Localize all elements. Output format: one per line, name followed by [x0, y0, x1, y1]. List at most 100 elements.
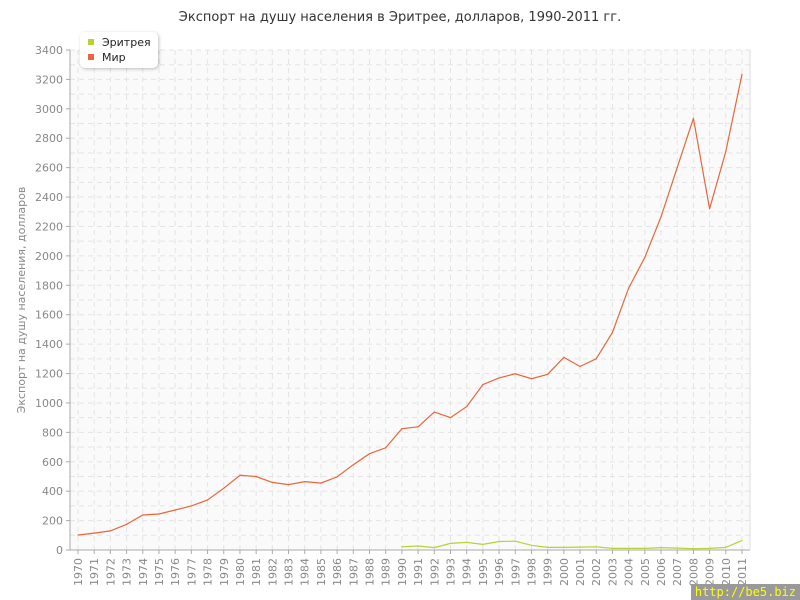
data-point	[644, 256, 646, 258]
y-tick-label: 400	[42, 485, 63, 498]
data-point	[336, 476, 338, 478]
x-tick-label: 1971	[88, 558, 101, 586]
x-tick-label: 1979	[218, 558, 231, 586]
legend-label: Эритрея	[102, 35, 151, 49]
data-point	[352, 464, 354, 466]
x-tick-label: 2005	[639, 558, 652, 586]
x-tick-label: 1973	[121, 558, 134, 586]
x-tick-label: 1986	[331, 558, 344, 586]
data-point	[563, 356, 565, 358]
y-tick-label: 2000	[35, 250, 63, 263]
x-tick-label: 1987	[347, 558, 360, 586]
data-point	[498, 377, 500, 379]
data-point	[741, 73, 743, 75]
x-tick-label: 1990	[396, 558, 409, 586]
y-tick-label: 1200	[35, 368, 63, 381]
data-point	[417, 545, 419, 547]
data-point	[174, 509, 176, 511]
x-tick-label: 1984	[299, 558, 312, 586]
y-tick-label: 3000	[35, 103, 63, 116]
data-point	[385, 447, 387, 449]
y-tick-label: 1400	[35, 338, 63, 351]
data-point	[466, 406, 468, 408]
data-point	[676, 167, 678, 169]
data-point	[158, 513, 160, 515]
x-tick-label: 2007	[671, 558, 684, 586]
plot-area	[70, 50, 750, 550]
chart-title: Экспорт на душу населения в Эритрее, дол…	[178, 10, 622, 25]
data-point	[644, 547, 646, 549]
x-tick-label: 2010	[720, 558, 733, 586]
y-tick-label: 2800	[35, 132, 63, 145]
data-point	[709, 547, 711, 549]
data-point	[692, 117, 695, 119]
data-point	[433, 547, 435, 549]
data-point	[190, 505, 192, 507]
x-tick-label: 1997	[509, 558, 522, 586]
data-point	[482, 383, 484, 386]
x-tick-label: 2000	[558, 558, 571, 586]
legend-swatch	[88, 39, 94, 45]
x-tick-label: 1982	[266, 558, 279, 586]
data-point	[611, 332, 614, 334]
data-point	[725, 546, 727, 548]
y-tick-label: 600	[42, 456, 63, 469]
x-tick-label: 2003	[606, 558, 619, 586]
data-point	[142, 514, 144, 516]
x-tick-label: 1970	[72, 558, 85, 586]
data-point	[676, 547, 678, 549]
data-point	[498, 540, 500, 543]
x-tick-label: 1994	[461, 558, 474, 586]
x-tick-label: 1975	[153, 558, 166, 586]
x-tick-label: 1985	[315, 558, 328, 586]
data-point	[514, 373, 516, 375]
x-tick-label: 2002	[590, 558, 603, 586]
data-point	[368, 453, 371, 455]
data-point	[482, 543, 484, 546]
data-point	[611, 547, 614, 549]
x-tick-label: 1974	[137, 558, 150, 586]
x-tick-label: 1995	[477, 558, 490, 586]
data-point	[741, 539, 743, 542]
y-tick-label: 0	[56, 544, 63, 557]
y-tick-label: 800	[42, 426, 63, 439]
data-point	[109, 530, 111, 532]
y-tick-label: 3400	[35, 44, 63, 57]
x-tick-label: 1983	[283, 558, 296, 586]
x-tick-label: 1972	[104, 558, 117, 586]
data-point	[449, 417, 452, 419]
x-tick-label: 2001	[574, 558, 587, 586]
data-point	[206, 499, 209, 501]
x-tick-label: 1992	[428, 558, 441, 586]
data-point	[579, 365, 581, 368]
x-tick-label: 1991	[412, 558, 425, 586]
data-point	[579, 546, 581, 548]
x-tick-label: 1976	[169, 558, 182, 586]
data-point	[692, 548, 695, 550]
y-tick-label: 2400	[35, 191, 63, 204]
x-tick-label: 1993	[444, 558, 457, 586]
y-tick-label: 1000	[35, 397, 63, 410]
data-point	[547, 546, 549, 548]
data-point	[595, 358, 597, 360]
y-tick-label: 2200	[35, 220, 63, 233]
series-line-eritrea	[401, 539, 743, 550]
data-point	[595, 546, 597, 548]
data-point	[660, 216, 662, 218]
data-point	[709, 208, 711, 210]
legend-swatch	[88, 54, 94, 60]
legend-item-world[interactable]: Мир	[88, 50, 126, 64]
y-tick-label: 2600	[35, 162, 63, 175]
data-point	[255, 475, 257, 478]
x-tick-label: 2011	[736, 558, 749, 586]
x-tick-label: 2006	[655, 558, 668, 586]
data-point	[77, 534, 79, 536]
data-point	[417, 426, 419, 428]
legend-item-eritrea[interactable]: Эритрея	[88, 35, 151, 49]
y-tick-label: 3200	[35, 73, 63, 86]
data-point	[287, 483, 290, 486]
data-point	[125, 523, 128, 525]
data-point	[401, 546, 403, 548]
